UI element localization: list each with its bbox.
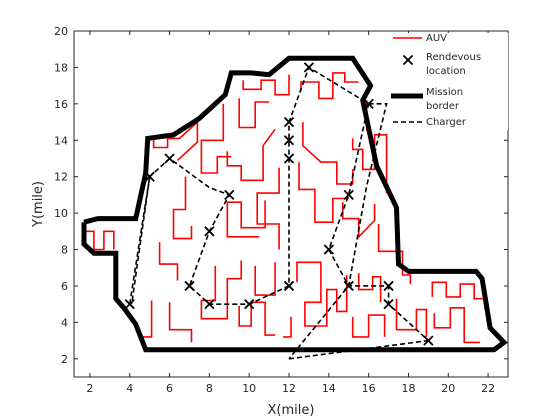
- x-tick-label: 18: [401, 382, 415, 395]
- auv-path-segment: [256, 167, 280, 250]
- x-axis: 2 4 6 8 10 12 14 16 18 20 22: [86, 31, 495, 395]
- charger-path-segment: [288, 103, 388, 360]
- auv-path-segment: [433, 306, 481, 344]
- auv-path-segment: [84, 230, 115, 251]
- x-tick-label: 8: [206, 382, 213, 395]
- rendezvous-marker: [283, 280, 295, 292]
- y-tick-label: 14: [54, 134, 68, 147]
- auv-path-segment: [302, 122, 354, 185]
- auv-path-segment: [300, 72, 359, 100]
- rendezvous-marker: [224, 189, 235, 201]
- y-tick-label: 20: [54, 25, 68, 38]
- rendezvous-marker: [423, 335, 434, 346]
- legend-label: Mission border: [426, 87, 463, 112]
- x-tick-label: 22: [481, 382, 495, 395]
- auv-path-segment: [377, 224, 412, 285]
- rendezvous-marker: [283, 153, 295, 164]
- auv-path-segment: [242, 74, 290, 96]
- rendezvous-marker: [204, 226, 215, 237]
- y-tick-label: 4: [61, 316, 68, 329]
- x-tick-label: 16: [362, 382, 376, 395]
- rendezvous-marker: [343, 189, 354, 201]
- x-tick-label: 4: [126, 382, 133, 395]
- x-tick-label: 2: [86, 382, 93, 395]
- rendezvous-marker: [363, 98, 374, 109]
- auv-path-segment: [351, 134, 388, 194]
- rendezvous-marker: [164, 153, 175, 164]
- charger-path-segment: [130, 176, 151, 305]
- rendezvous-marker: [244, 299, 255, 310]
- legend-box: [392, 33, 508, 130]
- auv-path-segment: [226, 200, 266, 238]
- legend-entry: Charger: [393, 117, 467, 128]
- y-axis-label: Y(mile): [31, 181, 46, 228]
- auv-path-segment: [283, 316, 292, 338]
- y-tick-label: 2: [61, 353, 68, 366]
- auv-path-segment: [395, 298, 428, 337]
- y-tick-label: 18: [54, 61, 68, 74]
- auv-path-segment: [298, 162, 349, 223]
- rendezvous-marker: [383, 280, 394, 292]
- auv-path-segment: [200, 103, 232, 174]
- auv-path-segment: [226, 128, 276, 182]
- y-tick-label: 16: [54, 98, 68, 111]
- rendezvous-marker: [144, 171, 155, 182]
- legend-label: AUV: [426, 33, 447, 44]
- x-tick-label: 10: [242, 382, 256, 395]
- rendezvous-marker: [124, 299, 135, 310]
- rendezvous-marker: [383, 299, 394, 310]
- auv-path-segment: [238, 98, 270, 129]
- y-tick-label: 12: [54, 171, 68, 184]
- rendezvous-marker: [204, 299, 215, 310]
- y-tick-label: 6: [61, 280, 68, 293]
- rendezvous-marker: [323, 244, 334, 255]
- legend: AUV Rendevous location Mission border Charger: [391, 33, 508, 130]
- plot-content: [81, 55, 508, 360]
- legend-label: Rendevous location: [426, 52, 481, 77]
- y-tick-label: 8: [61, 244, 68, 257]
- x-tick-label: 12: [282, 382, 296, 395]
- legend-entry: Mission border: [391, 87, 463, 112]
- x-tick-label: 6: [166, 382, 173, 395]
- x-tick-label: 14: [322, 382, 336, 395]
- mission-border: [81, 55, 508, 353]
- auv-path-segment: [296, 261, 348, 327]
- rendezvous-marker: [283, 116, 295, 128]
- auv-path-segment: [168, 302, 193, 343]
- y-tick-label: 10: [54, 207, 68, 220]
- rendezvous-marker: [303, 62, 315, 73]
- auv-path-segment: [351, 314, 386, 338]
- legend-swatch-rendezvous: [402, 54, 414, 66]
- auv-path-segment: [431, 281, 485, 300]
- legend-entry: AUV: [393, 33, 447, 44]
- legend-entry: Rendevous location: [402, 52, 481, 77]
- auv-path-segment: [254, 262, 276, 296]
- auv-path-segment: [172, 176, 193, 240]
- auv-path-segment: [158, 242, 179, 281]
- auv-path-segment: [357, 273, 382, 303]
- legend-label: Charger: [426, 117, 467, 128]
- rendezvous-marker: [283, 135, 295, 146]
- auv-path-segment: [152, 120, 199, 161]
- rendezvous-marker: [184, 280, 195, 292]
- x-tick-label: 20: [441, 382, 455, 395]
- x-axis-label: X(mile): [268, 403, 315, 418]
- plot-frame: [73, 30, 509, 378]
- y-axis: 2 4 6 8 10 12 14 16 18 20: [54, 25, 508, 366]
- rendezvous-marker: [343, 280, 354, 292]
